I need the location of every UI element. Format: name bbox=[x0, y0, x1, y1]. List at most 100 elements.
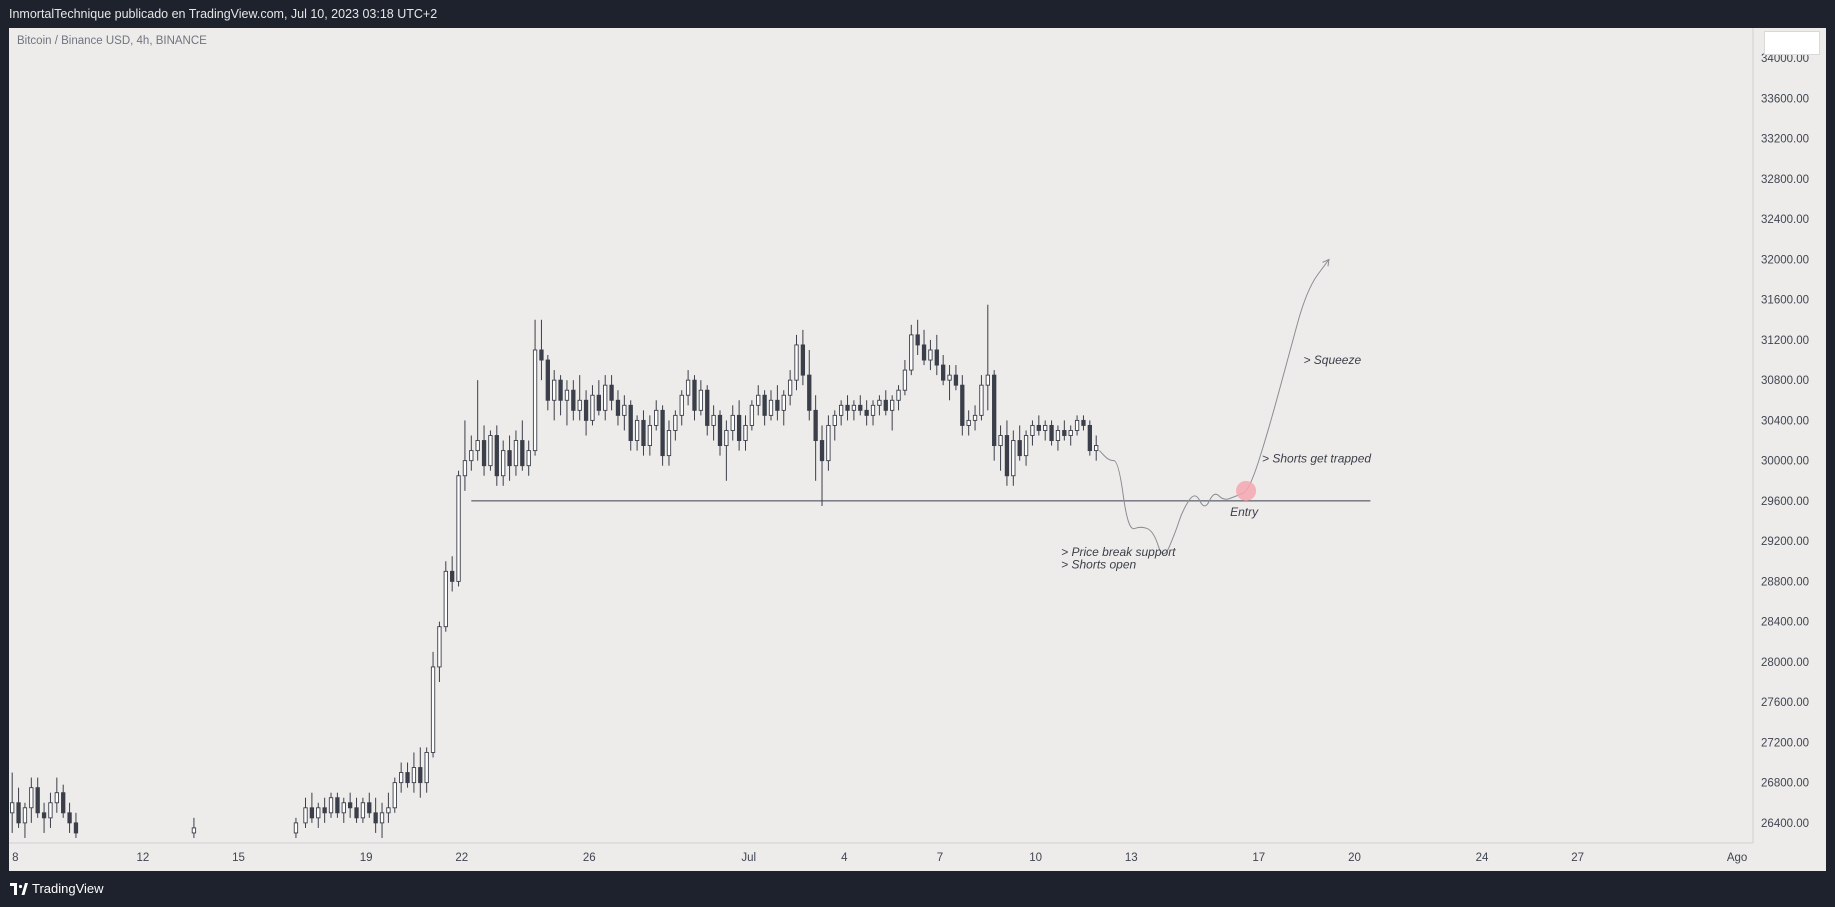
y-tick-label: 29200.00 bbox=[1761, 536, 1809, 548]
chart-frame[interactable]: 34000.00 33600.00 33200.00 32800.00 32400.00… bbox=[9, 28, 1826, 871]
candle-up bbox=[698, 389, 704, 411]
candle-down bbox=[615, 399, 621, 416]
y-tick-label: 28000.00 bbox=[1761, 657, 1809, 669]
candle-up bbox=[424, 751, 429, 784]
candle-down bbox=[35, 787, 40, 814]
candle-up bbox=[462, 460, 468, 477]
candle-up bbox=[316, 807, 321, 819]
y-tick-label: 26400.00 bbox=[1761, 818, 1809, 830]
candle-down bbox=[705, 389, 710, 426]
y-tick-label: 33200.00 bbox=[1761, 134, 1809, 146]
candle-down bbox=[813, 409, 818, 441]
candle-up bbox=[902, 369, 908, 391]
candle-up bbox=[666, 430, 672, 457]
candle-up bbox=[430, 666, 436, 753]
annotation-label: Entry bbox=[1230, 505, 1259, 519]
candle-up bbox=[526, 450, 531, 467]
candle-up bbox=[1074, 419, 1080, 431]
candle-up bbox=[832, 414, 837, 426]
candle-up bbox=[590, 394, 595, 421]
candle-down bbox=[941, 364, 946, 381]
candle-up bbox=[328, 797, 334, 814]
price-badge bbox=[1764, 31, 1820, 55]
candle-down bbox=[717, 414, 723, 447]
candle-up bbox=[29, 787, 34, 809]
candle-down bbox=[61, 792, 66, 814]
x-tick-label: 26 bbox=[583, 852, 596, 864]
candle-up bbox=[1030, 424, 1035, 436]
candle-up bbox=[488, 435, 493, 467]
candle-down bbox=[915, 334, 920, 346]
y-tick-label: 31600.00 bbox=[1761, 295, 1809, 307]
footer-bar: TradingView bbox=[0, 871, 1835, 907]
y-tick-label: 28400.00 bbox=[1761, 617, 1809, 629]
y-tick-label: 26800.00 bbox=[1761, 778, 1809, 790]
y-tick-label: 34000.00 bbox=[1761, 53, 1809, 65]
candle-up bbox=[730, 414, 735, 431]
x-tick-label: 4 bbox=[841, 852, 848, 864]
candle-up bbox=[756, 394, 761, 406]
candle-up bbox=[979, 384, 984, 416]
candle-up bbox=[48, 802, 53, 819]
projection-arrowhead bbox=[1322, 258, 1330, 267]
entry-marker bbox=[1236, 480, 1257, 501]
candle-down bbox=[418, 767, 423, 784]
candle-up bbox=[22, 807, 28, 824]
candle-down bbox=[73, 822, 79, 834]
y-tick-label: 32400.00 bbox=[1761, 214, 1809, 226]
candle-down bbox=[494, 435, 499, 477]
candle-up bbox=[303, 807, 308, 824]
candle-up bbox=[293, 822, 299, 834]
candle-down bbox=[845, 404, 850, 411]
candle-up bbox=[475, 440, 480, 452]
candle-down bbox=[481, 440, 487, 467]
candle-up bbox=[673, 414, 678, 431]
candle-up bbox=[386, 807, 391, 814]
x-tick-label: 27 bbox=[1571, 852, 1584, 864]
annotation-label: > Shorts get trapped bbox=[1262, 452, 1371, 466]
candle-down bbox=[367, 802, 372, 814]
candle-up bbox=[456, 475, 461, 582]
candle-up bbox=[972, 414, 978, 421]
y-tick-label: 33600.00 bbox=[1761, 93, 1809, 105]
candle-up bbox=[603, 384, 608, 411]
x-tick-label: Jul bbox=[741, 852, 756, 864]
publish-info: InmortalTechnique publicado en TradingVi… bbox=[9, 7, 438, 21]
x-tick-label: 10 bbox=[1029, 852, 1042, 864]
candle-up bbox=[411, 767, 417, 784]
y-tick-label: 30000.00 bbox=[1761, 456, 1809, 468]
candle-down bbox=[692, 379, 697, 411]
x-tick-label: 19 bbox=[360, 852, 373, 864]
candle-down bbox=[1062, 430, 1067, 436]
y-tick-label: 27200.00 bbox=[1761, 737, 1809, 749]
candle-up bbox=[379, 812, 385, 824]
candle-down bbox=[921, 344, 927, 361]
candle-down bbox=[609, 384, 614, 401]
candle-up bbox=[1043, 424, 1048, 431]
candle-down bbox=[1004, 435, 1010, 477]
chart-svg[interactable]: 34000.00 33600.00 33200.00 32800.00 32400.00… bbox=[9, 28, 1826, 871]
candle-up bbox=[552, 379, 557, 401]
candle-up bbox=[679, 394, 684, 416]
candle-down bbox=[1017, 440, 1022, 457]
candle-up bbox=[501, 450, 506, 477]
candle-up bbox=[1055, 430, 1061, 441]
x-tick-label: 8 bbox=[12, 852, 18, 864]
candle-down bbox=[67, 812, 72, 824]
y-tick-label: 32800.00 bbox=[1761, 174, 1809, 186]
annotation-label: > Shorts open bbox=[1061, 557, 1136, 571]
candle-down bbox=[1087, 424, 1092, 452]
candle-down bbox=[800, 344, 806, 376]
candle-down bbox=[545, 359, 550, 401]
y-tick-label: 32000.00 bbox=[1761, 254, 1809, 266]
candle-down bbox=[953, 374, 959, 386]
candle-up bbox=[724, 430, 729, 447]
candle-down bbox=[16, 802, 21, 824]
candle-up bbox=[622, 404, 627, 416]
candle-up bbox=[711, 414, 716, 426]
candle-up bbox=[341, 802, 346, 814]
tradingview-brand: TradingView bbox=[32, 881, 104, 896]
candle-up bbox=[1023, 435, 1029, 457]
candle-down bbox=[660, 409, 665, 457]
candle-up bbox=[443, 570, 448, 628]
